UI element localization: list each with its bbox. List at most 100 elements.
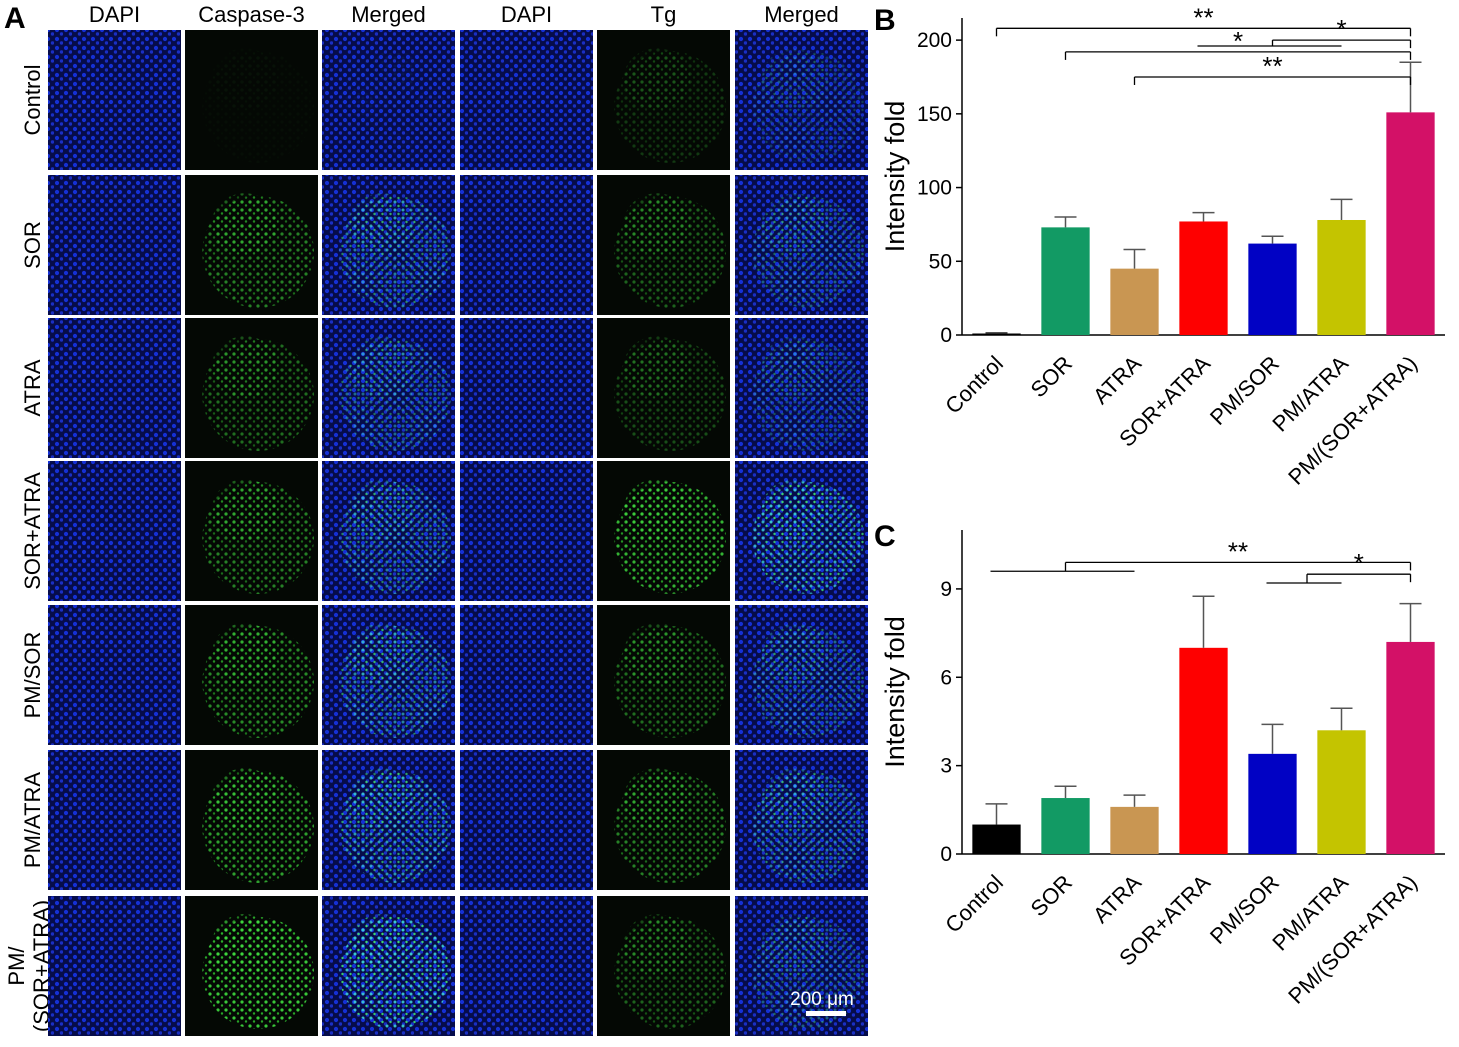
micrograph-merged — [322, 30, 455, 170]
significance-bracket: * — [1064, 26, 1412, 60]
micrograph-merged — [735, 318, 868, 458]
x-tick-label: ATRA — [1088, 870, 1146, 928]
significance-label: ** — [1193, 2, 1213, 32]
x-tick-label: Control — [940, 870, 1008, 938]
chart-panel-b: 0 50 100 150 200 Intensity fold Control SOR ATRA… — [880, 2, 1445, 490]
bar-sor-atra — [1179, 647, 1228, 854]
x-tick-label: Control — [940, 351, 1008, 419]
micrograph-dapi — [460, 750, 593, 890]
x-tick-label: ATRA — [1088, 351, 1146, 409]
micrograph-dapi — [48, 318, 181, 458]
micrograph-tg — [597, 461, 730, 601]
micrograph-merged — [735, 605, 868, 745]
row-label: ATRA — [20, 359, 45, 416]
micrograph-merged — [322, 896, 455, 1036]
significance-label: * — [1354, 548, 1364, 578]
micrograph-dapi — [460, 175, 593, 315]
scale-bar: 200 μm — [790, 989, 854, 1016]
micrograph-merged — [735, 750, 868, 890]
bar-pm-sor-atra- — [1386, 112, 1435, 335]
significance-label: ** — [1228, 536, 1248, 566]
micrograph-dapi — [48, 605, 181, 745]
column-header-5: Tg — [651, 2, 677, 27]
bar-atra — [1110, 806, 1159, 854]
significance-bracket: ** — [990, 536, 1412, 572]
micrograph-caspase — [185, 605, 318, 745]
micrograph-merged — [322, 318, 455, 458]
micrograph-caspase — [185, 30, 318, 170]
micrograph-merged — [735, 30, 868, 170]
y-tick-label: 3 — [940, 755, 952, 778]
column-header-2: Caspase-3 — [198, 2, 304, 27]
row-label: PM/SOR — [20, 632, 45, 719]
significance-bracket: * — [1266, 548, 1412, 584]
micrograph-tg — [597, 30, 730, 170]
significance-label: * — [1336, 14, 1346, 44]
y-tick-label: 9 — [940, 578, 952, 601]
micrograph-merged — [322, 461, 455, 601]
micrograph-caspase — [185, 318, 318, 458]
bar-sor-atra — [1179, 221, 1228, 335]
micrograph-dapi — [48, 750, 181, 890]
significance-label: ** — [1262, 51, 1282, 81]
y-tick-label: 150 — [917, 103, 952, 126]
x-tick-label: PM/(SOR+ATRA) — [1283, 870, 1422, 1009]
micrograph-dapi — [48, 461, 181, 601]
micrograph-tg — [597, 896, 730, 1036]
micrograph-caspase — [185, 750, 318, 890]
bar-pm-sor — [1248, 243, 1297, 335]
significance-bracket: ** — [995, 2, 1412, 37]
bar-pm-atra — [1317, 219, 1366, 335]
micrograph-tg — [597, 750, 730, 890]
micrograph-dapi — [460, 461, 593, 601]
micrograph-tg — [597, 318, 730, 458]
y-tick-label: 50 — [929, 250, 952, 273]
micrograph-caspase — [185, 461, 318, 601]
scale-bar-line — [806, 1011, 846, 1016]
bar-pm-sor — [1248, 753, 1297, 854]
micrograph-dapi — [48, 896, 181, 1036]
micrograph-dapi — [460, 896, 593, 1036]
micrograph-dapi — [460, 318, 593, 458]
column-header-3: Merged — [351, 2, 426, 27]
row-label: Control — [20, 65, 45, 136]
bar-pm-sor-atra- — [1386, 641, 1435, 854]
micrograph-dapi — [460, 30, 593, 170]
bar-control — [972, 824, 1021, 854]
micrograph-dapi — [460, 605, 593, 745]
micrograph-merged — [735, 175, 868, 315]
y-axis-label: Intensity fold — [880, 616, 910, 768]
row-label: PM/ATRA — [20, 772, 45, 868]
micrograph-merged — [322, 175, 455, 315]
y-tick-label: 200 — [917, 29, 952, 52]
bar-sor — [1041, 798, 1090, 854]
micrograph-dapi — [48, 175, 181, 315]
column-header-6: Merged — [764, 2, 839, 27]
significance-bracket: ** — [1133, 51, 1412, 85]
scale-bar-label: 200 μm — [790, 989, 854, 1010]
y-tick-label: 0 — [940, 324, 952, 347]
micrograph-merged — [322, 750, 455, 890]
x-tick-label: SOR — [1026, 351, 1077, 402]
y-tick-label: 100 — [917, 177, 952, 200]
row-label: PM/(SOR+ATRA) — [4, 900, 54, 1032]
micrograph-caspase — [185, 896, 318, 1036]
y-tick-label: 0 — [940, 843, 952, 866]
bar-pm-atra — [1317, 730, 1366, 854]
micrograph-caspase — [185, 175, 318, 315]
column-header-4: DAPI — [501, 2, 552, 27]
micrograph-tg — [597, 175, 730, 315]
panel-label-b: B — [874, 4, 896, 37]
column-header-1: DAPI — [89, 2, 140, 27]
bar-sor — [1041, 227, 1090, 335]
micrograph-dapi — [48, 30, 181, 170]
bar-atra — [1110, 268, 1159, 335]
x-tick-label: SOR — [1026, 870, 1077, 921]
micrograph-grid: DAPI Caspase-3 Merged DAPI Tg Merged Control SO… — [4, 2, 868, 1036]
y-axis-label: Intensity fold — [880, 101, 910, 253]
micrograph-merged — [735, 896, 868, 1036]
bar-control — [972, 333, 1021, 335]
